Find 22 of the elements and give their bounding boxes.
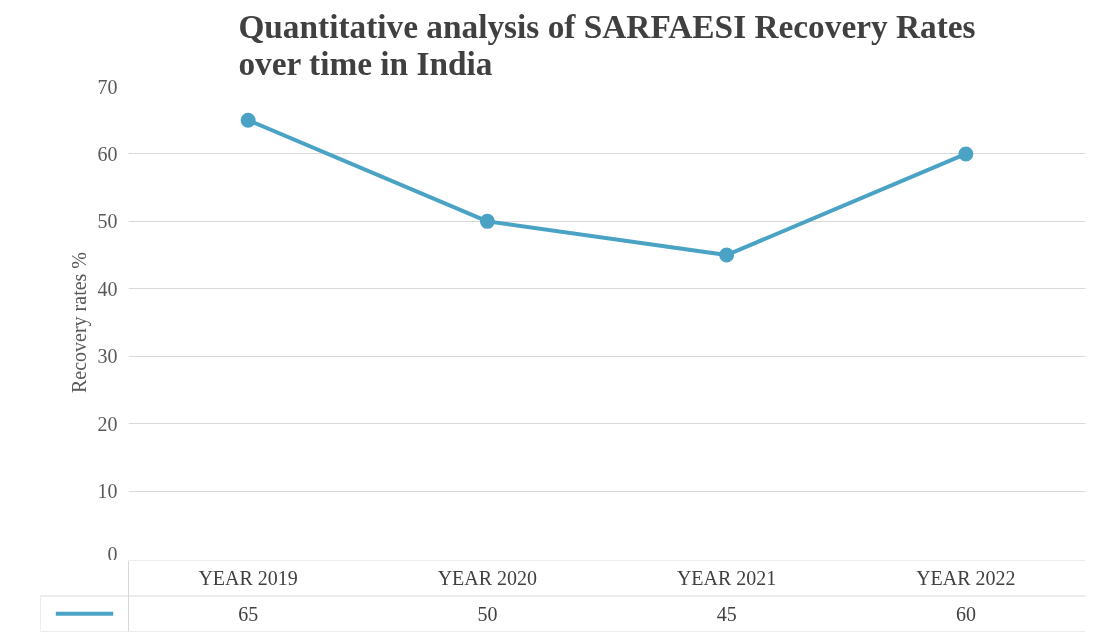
y-tick-label: 50 xyxy=(97,210,118,233)
x-tick-label: YEAR 2021 xyxy=(676,567,777,590)
x-tick-label: YEAR 2020 xyxy=(437,567,538,590)
point xyxy=(240,112,256,128)
data-label: 45 xyxy=(716,602,737,625)
point xyxy=(719,247,735,263)
x-tick-label: YEAR 2022 xyxy=(916,567,1016,590)
y-tick-label: 40 xyxy=(97,277,118,300)
y-tick-label: 0 xyxy=(107,542,118,565)
data-label: 60 xyxy=(955,602,976,625)
data-label: 65 xyxy=(238,602,259,625)
y-tick-label: 20 xyxy=(97,412,118,435)
y-tick-label: 10 xyxy=(97,480,118,503)
x-tick-label: YEAR 2019 xyxy=(198,567,298,590)
y-axis-title: Recovery rates % xyxy=(67,251,91,394)
y-tick-label: 30 xyxy=(97,345,118,368)
point xyxy=(479,213,495,229)
data-label: 50 xyxy=(477,602,498,625)
y-tick-label: 70 xyxy=(97,75,118,98)
y-tick-label: 60 xyxy=(97,142,118,165)
chart-title: Quantitative analysis of SARFAESI Recovery Rates over time in India xyxy=(238,7,976,82)
point xyxy=(958,146,974,162)
